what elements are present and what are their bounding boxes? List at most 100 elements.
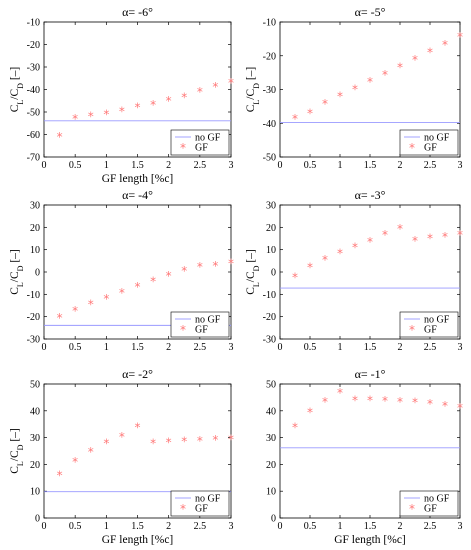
- x-tick-label: 3: [229, 342, 234, 353]
- gf-point: *: [367, 75, 373, 89]
- x-tick-label: 3: [458, 521, 463, 532]
- chart-panel-2: α= -5° 0 0.5 1 1.5 2 2.5 3 -50 -40 -30 -20 -10 CL/CD …: [245, 5, 463, 171]
- x-tick-label: 1.5: [131, 160, 144, 171]
- y-tick-label: 10: [266, 245, 276, 256]
- gf-point: *: [457, 30, 463, 44]
- y-tick-label: -40: [263, 119, 276, 130]
- gf-point: *: [397, 395, 403, 409]
- x-axis-label: GF length [%c]: [334, 534, 406, 546]
- legend-label-no-gf: no GF: [424, 133, 450, 144]
- y-tick-label: 20: [266, 223, 276, 234]
- gf-point: *: [135, 101, 141, 115]
- gf-point: *: [135, 420, 141, 434]
- legend-box: [170, 129, 230, 156]
- x-tick-label: 2.5: [424, 160, 437, 171]
- x-tick-label: 1.5: [364, 521, 377, 532]
- gf-point: *: [457, 401, 463, 415]
- legend-box: [170, 311, 230, 338]
- gf-point: *: [322, 253, 328, 267]
- chart-title: α= -2°: [122, 367, 153, 381]
- gf-point: *: [88, 110, 94, 124]
- legend-swatch-gf: *: [409, 141, 415, 155]
- gf-point: *: [457, 228, 463, 242]
- gf-point: *: [427, 231, 433, 245]
- x-tick-label: 2: [398, 342, 403, 353]
- gf-point: *: [337, 89, 343, 103]
- y-tick-label: -10: [27, 290, 40, 301]
- x-tick-label: 0.5: [69, 521, 82, 532]
- gf-point: *: [181, 264, 187, 278]
- legend-swatch-gf: *: [409, 323, 415, 337]
- y-tick-label: 50: [30, 380, 40, 391]
- x-tick-label: 0: [42, 521, 47, 532]
- gf-point: *: [150, 437, 156, 451]
- gf-point: *: [103, 108, 109, 122]
- chart-panel-3: α= -4° 0 0.5 1 1.5 2 2.5 3 -30 -20 -10 0 10 20 30 CL/CD…: [9, 188, 234, 353]
- gf-point: *: [88, 298, 94, 312]
- gf-point: *: [442, 399, 448, 413]
- legend-label-gf: GF: [424, 143, 437, 154]
- x-tick-label: 0: [42, 342, 47, 353]
- gf-point: *: [352, 393, 358, 407]
- x-tick-label: 1: [338, 342, 343, 353]
- x-tick-label: 2: [166, 521, 171, 532]
- gf-point: *: [427, 397, 433, 411]
- gf-point: *: [103, 292, 109, 306]
- x-tick-label: 2.5: [424, 521, 437, 532]
- legend-label-gf: GF: [195, 325, 208, 336]
- x-tick-label: 2.5: [194, 342, 207, 353]
- gf-point: *: [57, 469, 63, 483]
- y-tick-label: -30: [263, 335, 276, 346]
- gf-point: *: [166, 269, 172, 283]
- y-tick-label: -20: [27, 312, 40, 323]
- y-tick-label: -10: [27, 18, 40, 29]
- gf-point: *: [197, 85, 203, 99]
- y-tick-label: -60: [27, 130, 40, 141]
- x-tick-label: 1.5: [131, 521, 144, 532]
- gf-point: *: [412, 234, 418, 248]
- x-tick-label: 0.5: [304, 160, 317, 171]
- gf-point: *: [181, 90, 187, 104]
- y-tick-label: 10: [30, 487, 40, 498]
- y-tick-label: -10: [263, 18, 276, 29]
- y-tick-label: -30: [27, 63, 40, 74]
- legend-box: [399, 311, 459, 338]
- gf-point: *: [412, 395, 418, 409]
- gf-point: *: [212, 259, 218, 273]
- x-tick-label: 1.5: [131, 342, 144, 353]
- gf-point: *: [322, 97, 328, 111]
- x-axis-label: GF length [%c]: [102, 173, 174, 185]
- legend-box: [399, 490, 459, 517]
- x-tick-label: 0: [278, 342, 283, 353]
- x-tick-label: 3: [229, 160, 234, 171]
- gf-point: *: [382, 394, 388, 408]
- x-tick-label: 1.5: [364, 342, 377, 353]
- gf-point: *: [150, 98, 156, 112]
- y-tick-label: 40: [30, 406, 40, 417]
- y-tick-label: -30: [27, 335, 40, 346]
- y-tick-label: 30: [266, 201, 276, 212]
- x-tick-label: 0.5: [69, 342, 82, 353]
- legend-label-no-gf: no GF: [195, 315, 221, 326]
- gf-point: *: [382, 68, 388, 82]
- y-tick-label: -20: [263, 51, 276, 62]
- x-tick-label: 0.5: [304, 342, 317, 353]
- y-axis-label: CL/CD [–]: [9, 428, 25, 474]
- x-tick-label: 0: [42, 160, 47, 171]
- gf-point: *: [337, 386, 343, 400]
- y-tick-label: -50: [263, 153, 276, 164]
- x-tick-label: 2.5: [194, 521, 207, 532]
- legend-label-no-gf: no GF: [424, 315, 450, 326]
- legend-box: [170, 490, 230, 517]
- x-tick-label: 1: [104, 160, 109, 171]
- legend-label-gf: GF: [195, 504, 208, 515]
- x-axis-label: GF length [%c]: [102, 534, 174, 546]
- x-tick-label: 2.5: [194, 160, 207, 171]
- y-tick-label: 20: [30, 223, 40, 234]
- gf-point: *: [367, 235, 373, 249]
- x-tick-label: 0.5: [69, 160, 82, 171]
- legend-label-gf: GF: [424, 325, 437, 336]
- chart-title: α= -3°: [355, 188, 386, 202]
- gf-point: *: [292, 270, 298, 284]
- gf-point: *: [150, 274, 156, 288]
